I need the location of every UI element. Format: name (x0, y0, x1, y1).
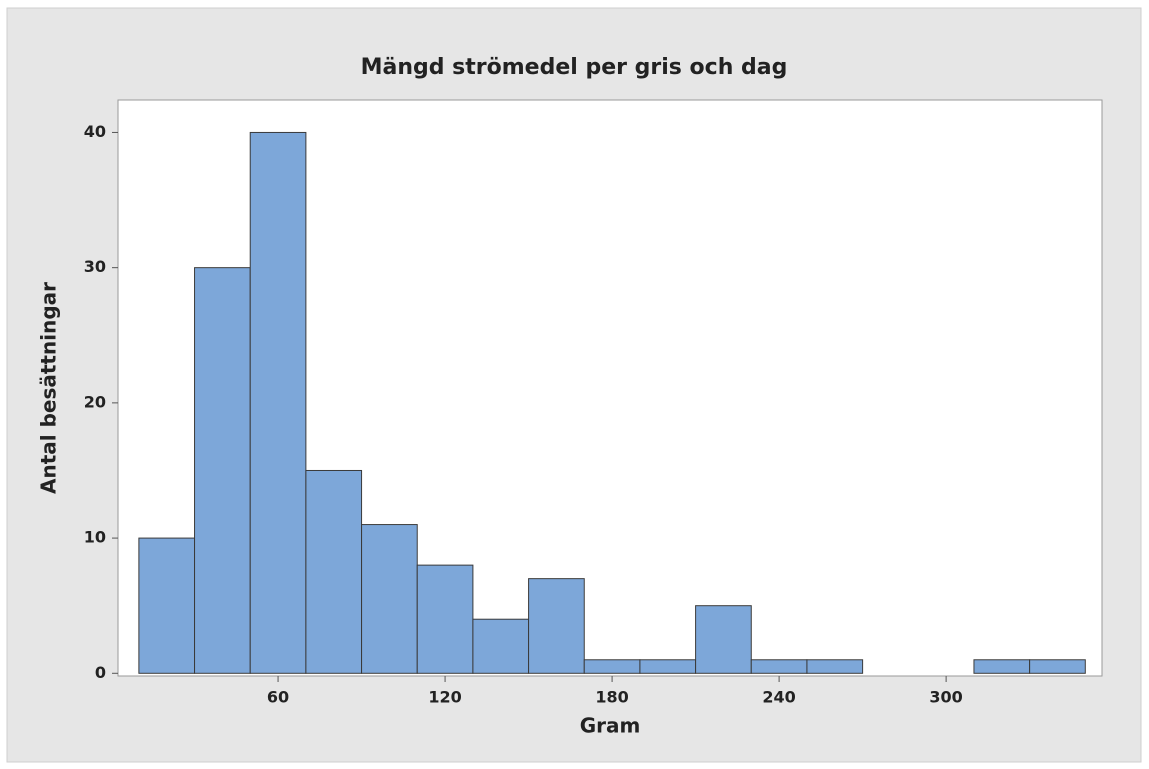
x-tick-label: 240 (762, 688, 795, 707)
y-tick-label: 20 (84, 392, 106, 411)
bar (639, 659, 697, 674)
bar (750, 659, 808, 674)
x-tick-label: 120 (428, 688, 461, 707)
bar (695, 605, 752, 674)
y-tick-label: 30 (84, 257, 106, 276)
bar (249, 131, 307, 674)
x-tick-label: 60 (267, 688, 289, 707)
bar (973, 659, 1031, 674)
y-tick-label: 0 (95, 663, 106, 682)
bar (583, 659, 641, 674)
bar (472, 618, 530, 674)
bar (416, 564, 474, 674)
bar (806, 659, 864, 674)
x-tick-label: 300 (929, 688, 962, 707)
y-tick-label: 40 (84, 122, 106, 141)
bar (305, 469, 363, 674)
bar (361, 524, 418, 674)
chart-title: Mängd strömedel per gris och dag (361, 55, 788, 80)
y-tick-label: 10 (84, 528, 106, 547)
y-axis-label: Antal besättningar (37, 282, 61, 494)
x-tick-label: 180 (595, 688, 628, 707)
x-axis-label: Gram (580, 714, 641, 738)
bar (1029, 659, 1086, 674)
bar (194, 267, 251, 674)
bar (528, 578, 585, 674)
bar (138, 537, 196, 674)
